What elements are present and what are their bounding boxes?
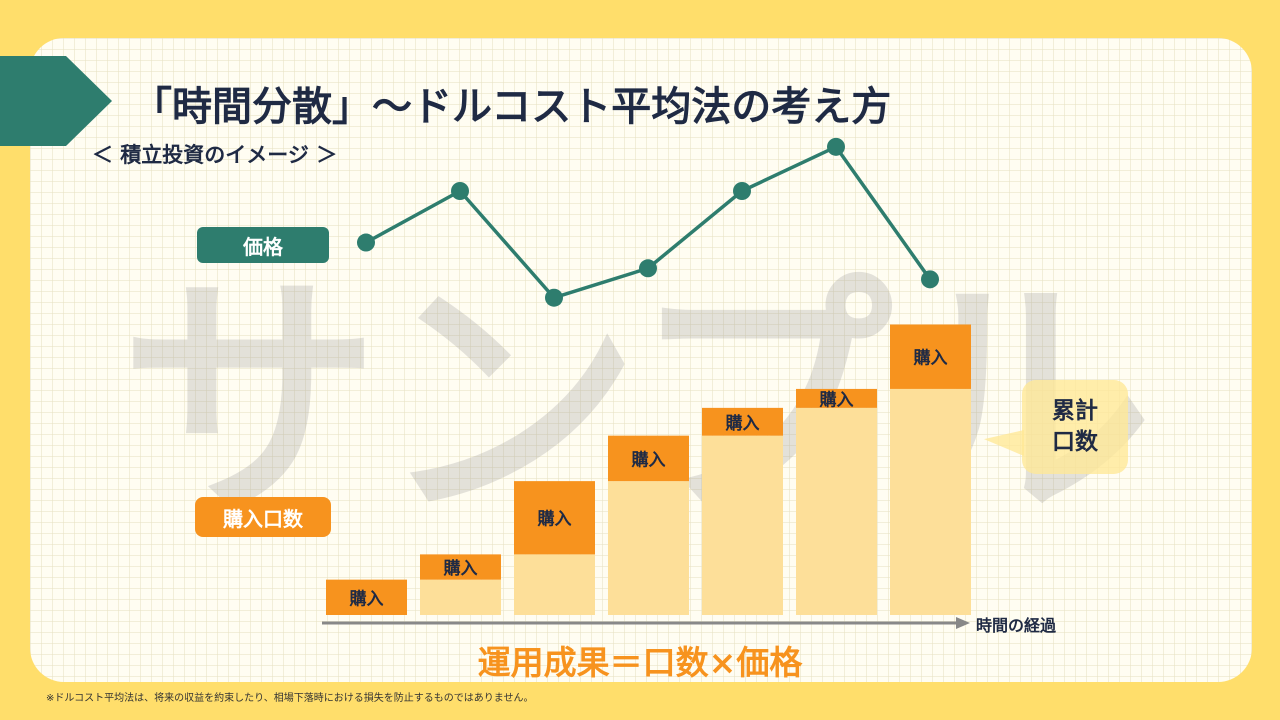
price-point [827, 137, 845, 156]
cumulative-label-line1: 累計 [1052, 398, 1098, 424]
cumulative-label-line2: 口数 [1052, 429, 1098, 455]
page-title: 「時間分散」～ドルコスト平均法の考え方 [132, 84, 892, 130]
cumulative-bar [796, 407, 877, 615]
cumulative-bar [420, 579, 501, 615]
cumulative-bar [514, 554, 595, 615]
purchase-bar-label: 購入 [726, 413, 760, 434]
cumulative-bar [702, 435, 783, 615]
purchase-bar-label: 購入 [538, 509, 572, 530]
time-axis-label: 時間の経過 [976, 616, 1057, 635]
price-label: 価格 [197, 227, 329, 263]
slide-card [30, 38, 1252, 682]
time-axis-arrowhead [956, 617, 970, 629]
purchase-bar-label: 購入 [444, 558, 478, 579]
purchase-bar-label: 購入 [914, 348, 948, 369]
cumulative-count-bubble: 累計 口数 [1022, 380, 1128, 474]
purchase-bar [702, 407, 783, 436]
purchase-bar-label: 購入 [350, 588, 384, 609]
cumulative-bar [890, 388, 971, 615]
purchase-bar [796, 388, 877, 408]
purchase-bar-label: 購入 [820, 389, 854, 410]
price-point [545, 288, 563, 307]
price-point [733, 182, 751, 200]
purchase-bar [326, 579, 407, 615]
purchase-bar [608, 435, 689, 482]
purchase-bar [890, 324, 971, 389]
price-point [357, 233, 375, 252]
page-subtitle: ＜ 積立投資のイメージ ＞ [92, 143, 338, 167]
purchase-count-label: 購入口数 [195, 497, 331, 537]
purchase-bar [420, 554, 501, 580]
cumulative-bar [608, 481, 689, 615]
purchase-bar [514, 481, 595, 555]
price-point [451, 182, 469, 200]
price-point [921, 270, 939, 289]
price-point [639, 259, 657, 278]
purchase-bar-label: 購入 [632, 449, 666, 470]
disclaimer-footnote: ※ドルコスト平均法は、将来の収益を約束したり、相場下落時における損失を防止するも… [46, 693, 534, 704]
result-formula: 運用成果＝口数×価格 [477, 643, 803, 682]
